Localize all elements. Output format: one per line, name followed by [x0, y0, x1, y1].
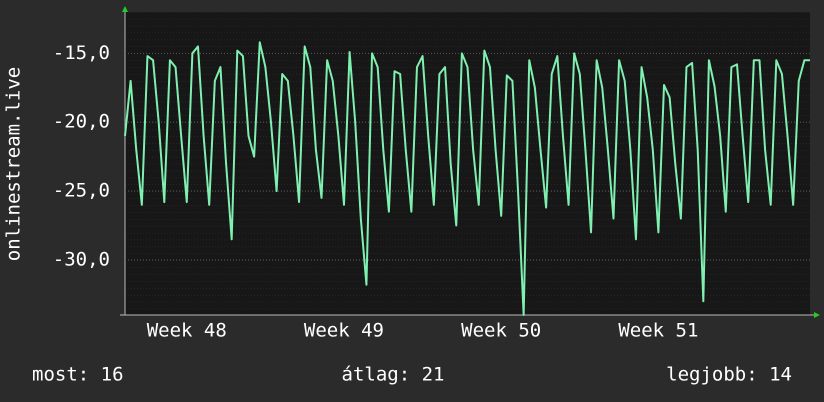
minor-grid — [125, 12, 810, 315]
stat-label: legjobb: 14 — [666, 364, 792, 386]
y-tick-label: -30,0 — [53, 248, 110, 270]
data-line — [124, 41, 810, 316]
y-tick-label: -25,0 — [53, 180, 110, 202]
arrow — [814, 312, 820, 318]
y-tick-label: -15,0 — [53, 42, 110, 64]
stat-label: átlag: 21 — [342, 364, 445, 386]
x-tick-label: Week 49 — [304, 320, 384, 342]
stat-label: most: 16 — [32, 364, 124, 386]
x-tick-label: Week 50 — [461, 320, 541, 342]
x-tick-label: Week 51 — [618, 320, 698, 342]
arrow — [122, 6, 128, 12]
y-tick-label: -20,0 — [53, 111, 110, 133]
x-tick-label: Week 48 — [147, 320, 227, 342]
y-axis-title: onlinestream.live — [3, 67, 25, 261]
